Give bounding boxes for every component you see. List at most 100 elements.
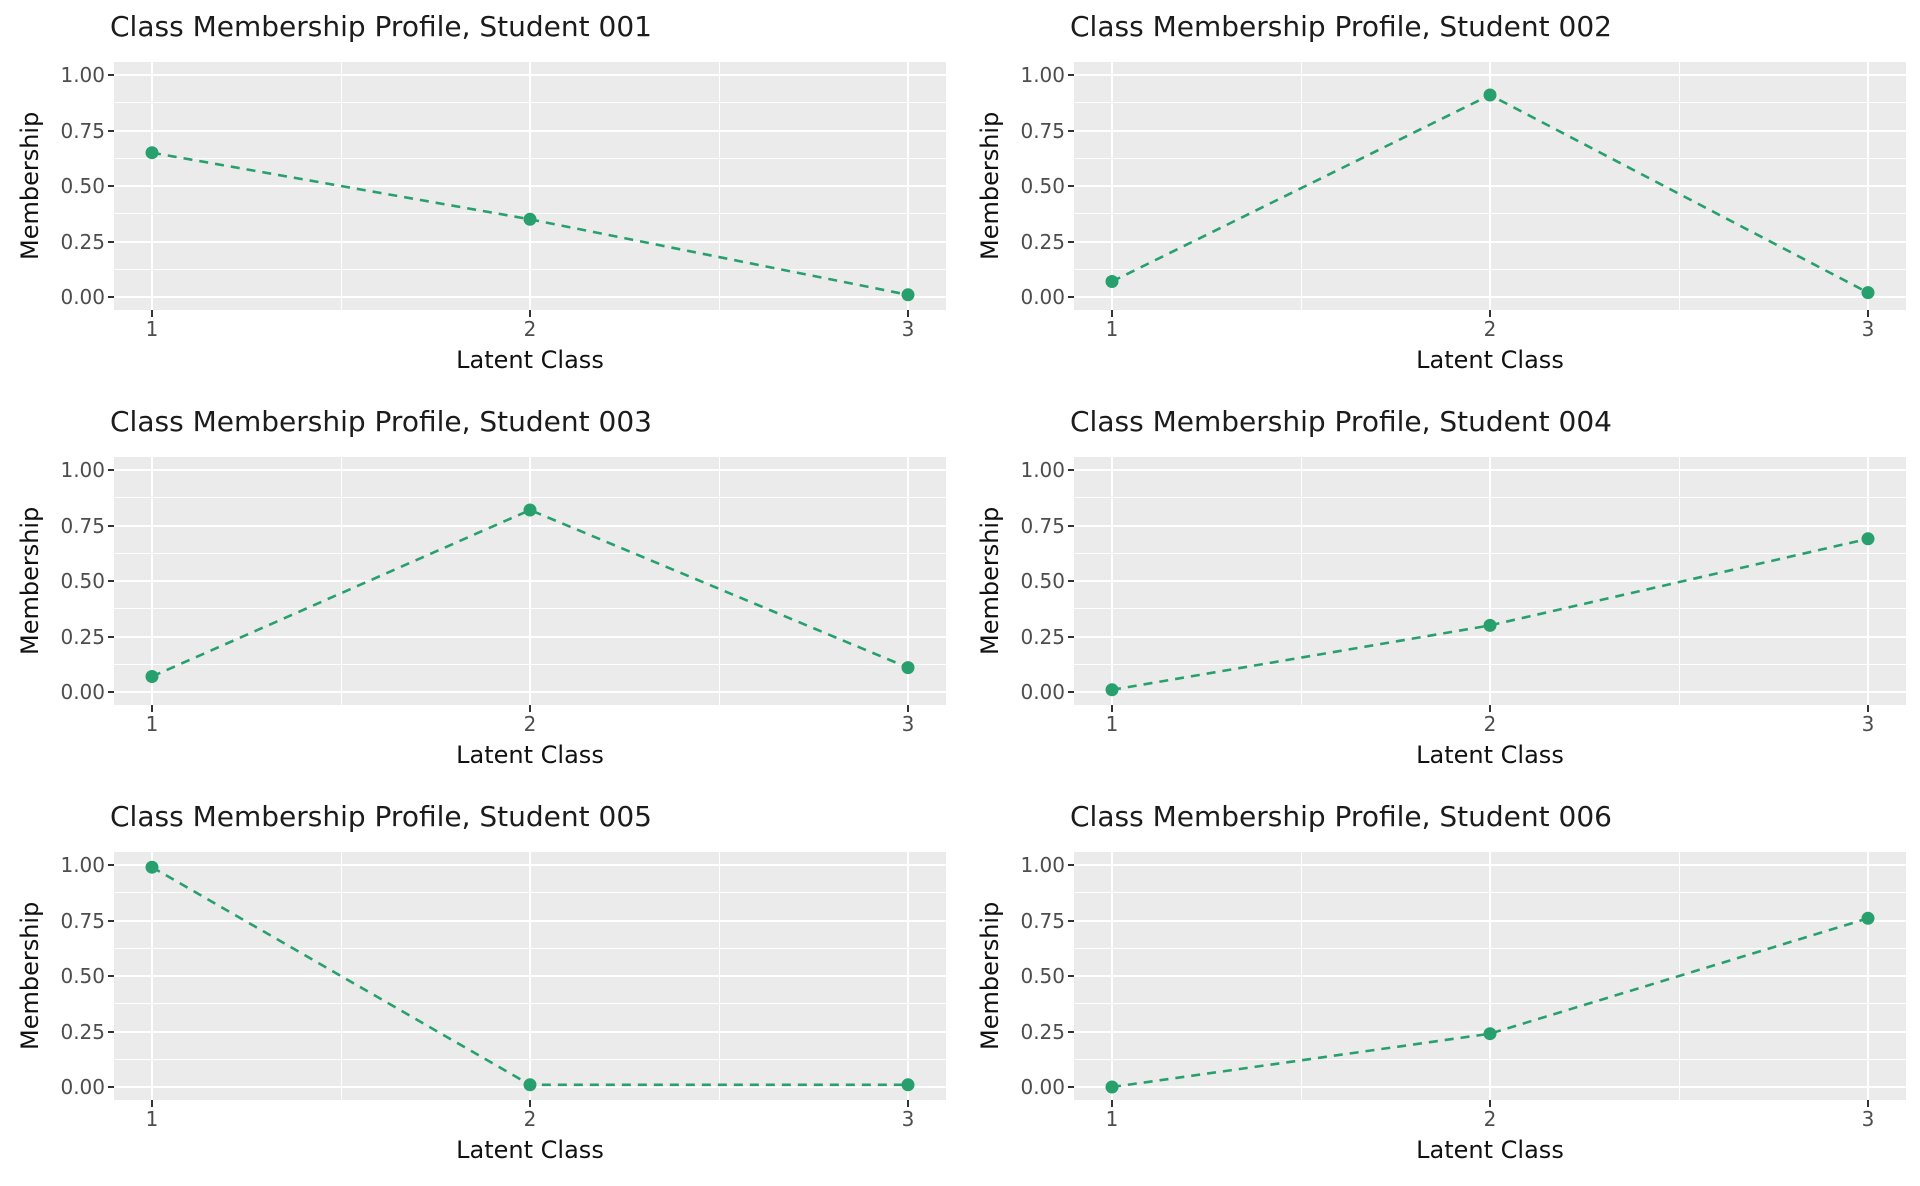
x-tick-mark [1111, 310, 1113, 317]
x-major-gridline [151, 852, 153, 1100]
y-tick-mark [1068, 580, 1074, 582]
plot-panel [1074, 852, 1906, 1100]
x-major-gridline [1489, 852, 1491, 1100]
data-point-marker [1483, 618, 1497, 632]
y-tick-mark [1068, 635, 1074, 638]
y-tick-mark [1068, 691, 1074, 693]
y-tick-label: 0.00 [60, 1075, 105, 1099]
chart-title: Class Membership Profile, Student 004 [1070, 405, 1612, 438]
y-tick-label: 0.75 [1020, 513, 1065, 538]
y-tick-mark [1068, 1030, 1074, 1033]
y-tick-label: 0.75 [1020, 908, 1065, 933]
x-tick-label: 3 [901, 317, 915, 341]
y-tick-mark [1068, 296, 1074, 298]
membership-line [1111, 537, 1869, 692]
series-plot [1105, 532, 1875, 697]
x-tick-mark [1489, 705, 1491, 712]
y-tick-label: 0.25 [1020, 229, 1065, 254]
x-tick-mark [151, 310, 153, 317]
y-tick-mark [1068, 1086, 1074, 1088]
y-tick-label: 0.25 [1020, 1019, 1065, 1044]
x-tick-label: 2 [1483, 1107, 1497, 1131]
y-tick-mark [1068, 240, 1074, 243]
x-tick-mark [907, 1100, 909, 1107]
data-point-marker [145, 146, 159, 160]
x-major-gridline [1867, 457, 1869, 705]
y-tick-label: 0.75 [60, 118, 105, 143]
x-major-gridline [907, 62, 909, 310]
y-tick-mark [1068, 975, 1074, 977]
y-tick-label: 0.75 [1020, 118, 1065, 143]
data-point-marker [523, 212, 537, 226]
x-axis-title: Latent Class [456, 1136, 604, 1164]
x-tick-mark [907, 705, 909, 712]
x-axis-title: Latent Class [456, 741, 604, 769]
y-tick-label: 1.00 [60, 853, 105, 877]
x-major-gridline [529, 852, 531, 1100]
plot-panel [1074, 457, 1906, 705]
y-tick-mark [108, 524, 114, 527]
data-point-marker [1483, 88, 1497, 102]
x-tick-mark [151, 705, 153, 712]
y-tick-mark [108, 185, 114, 187]
y-tick-label: 0.25 [1020, 624, 1065, 649]
x-tick-mark [1489, 1100, 1491, 1107]
x-tick-mark [529, 705, 531, 712]
chart-cell-student-004: Class Membership Profile, Student 004 Mem… [960, 395, 1920, 790]
series-plot [145, 860, 915, 1092]
x-tick-label: 2 [523, 1107, 537, 1131]
x-tick-mark [1867, 310, 1869, 317]
data-point-marker [523, 1078, 537, 1092]
x-tick-label: 2 [523, 317, 537, 341]
data-point-marker [1483, 1027, 1497, 1041]
data-point-marker [1861, 286, 1875, 300]
x-tick-label: 1 [145, 317, 159, 341]
chart-cell-student-001: Class Membership Profile, Student 001 Mem… [0, 0, 960, 395]
y-tick-mark [1068, 919, 1074, 922]
y-tick-mark [108, 919, 114, 922]
y-tick-mark [1068, 469, 1074, 471]
x-major-gridline [529, 62, 531, 310]
y-tick-mark [108, 74, 114, 76]
y-tick-label: 0.00 [1020, 1075, 1065, 1099]
x-major-gridline [151, 457, 153, 705]
x-tick-label: 3 [901, 712, 915, 736]
series-plot [1105, 911, 1875, 1094]
y-tick-label: 0.50 [1020, 964, 1065, 988]
y-tick-mark [1068, 129, 1074, 132]
y-tick-mark [108, 1030, 114, 1033]
x-tick-label: 2 [1483, 317, 1497, 341]
y-tick-label: 1.00 [1020, 853, 1065, 877]
data-point-marker [1105, 275, 1119, 288]
x-major-gridline [1111, 62, 1113, 310]
x-axis-title: Latent Class [1416, 741, 1564, 769]
y-tick-mark [1068, 864, 1074, 866]
series-plot [145, 146, 915, 302]
y-tick-label: 0.25 [60, 1019, 105, 1044]
x-tick-mark [1111, 1100, 1113, 1107]
x-tick-label: 1 [1105, 1107, 1119, 1131]
y-tick-label: 0.50 [60, 569, 105, 593]
data-point-marker [523, 503, 537, 517]
y-tick-label: 0.50 [1020, 174, 1065, 198]
plot-panel [114, 62, 946, 310]
x-tick-mark [1111, 705, 1113, 712]
y-tick-label: 0.50 [1020, 569, 1065, 593]
x-tick-label: 1 [1105, 712, 1119, 736]
data-point-marker [1861, 911, 1875, 925]
x-tick-mark [907, 310, 909, 317]
y-tick-mark [108, 240, 114, 243]
chart-cell-student-005: Class Membership Profile, Student 005 Mem… [0, 790, 960, 1185]
y-tick-label: 0.75 [60, 908, 105, 933]
membership-line [151, 866, 908, 1087]
y-tick-mark [108, 635, 114, 638]
x-major-gridline [529, 457, 531, 705]
membership-line [151, 151, 909, 297]
x-tick-label: 2 [523, 712, 537, 736]
x-tick-mark [529, 310, 531, 317]
plot-panel [114, 852, 946, 1100]
chart-title: Class Membership Profile, Student 001 [110, 10, 652, 43]
plot-panel [114, 457, 946, 705]
x-major-gridline [1867, 62, 1869, 310]
series-plot [1105, 88, 1875, 300]
